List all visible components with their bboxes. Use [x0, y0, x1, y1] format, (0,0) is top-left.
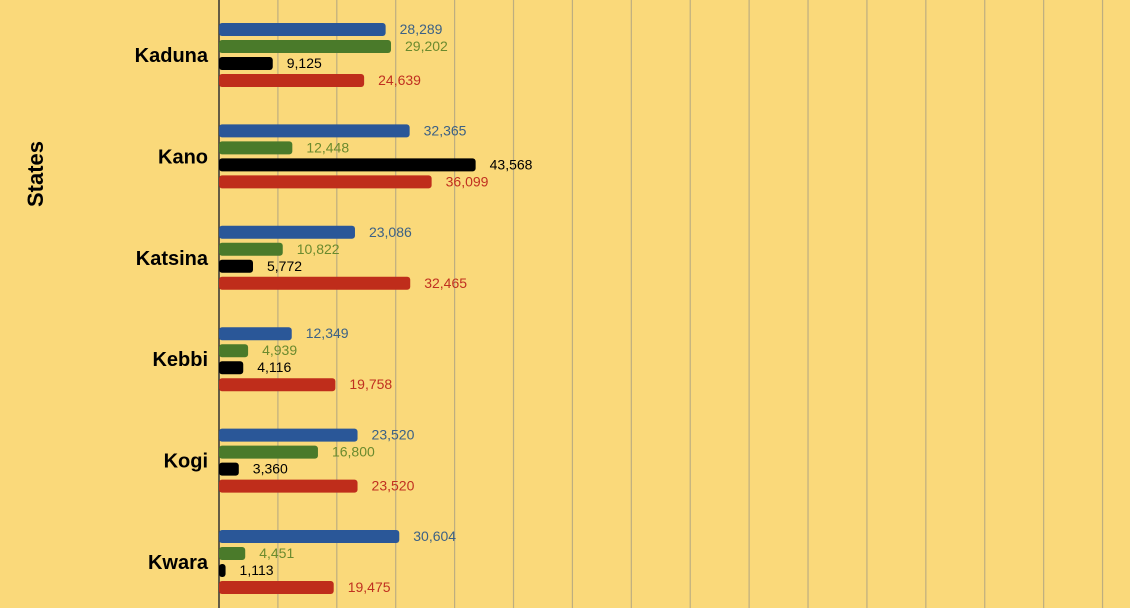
value-label-kaduna-s3: 9,125	[287, 55, 322, 71]
bar-katsina-s3	[219, 259, 253, 273]
bar-kaduna-s3	[219, 57, 273, 70]
bar-kogi-s4	[219, 479, 358, 493]
bar-kebbi-s2	[219, 344, 249, 358]
category-label-kano: Kano	[158, 146, 208, 168]
bar-kaduna-s1	[219, 23, 386, 36]
bar-kebbi-s1	[219, 327, 292, 341]
bar-kano-s4	[219, 175, 432, 189]
value-label-kogi-s3: 3,360	[253, 461, 288, 477]
value-label-kano-s1: 32,365	[424, 122, 467, 138]
value-label-kano-s3: 43,568	[490, 156, 533, 172]
category-labels: Kaduna Kano Katsina Kebbi Kogi Kwara	[135, 45, 209, 574]
value-label-kebbi-s1: 12,349	[306, 325, 349, 341]
category-label-kwara: Kwara	[148, 552, 209, 574]
value-label-kwara-s4: 19,475	[348, 579, 391, 595]
value-label-kwara-s1: 30,604	[413, 528, 456, 544]
value-label-kaduna-s4: 24,639	[378, 72, 421, 88]
bars	[219, 23, 476, 594]
category-label-kebbi: Kebbi	[152, 349, 208, 371]
value-label-kogi-s4: 23,520	[372, 478, 415, 494]
value-label-kaduna-s2: 29,202	[405, 38, 448, 54]
bar-kwara-s2	[219, 547, 246, 560]
bar-kebbi-s3	[219, 361, 244, 375]
value-label-kaduna-s1: 28,289	[400, 21, 443, 37]
value-label-kogi-s2: 16,800	[332, 444, 375, 460]
value-label-kwara-s3: 1,113	[240, 562, 274, 578]
value-label-kogi-s1: 23,520	[372, 427, 415, 443]
value-label-katsina-s4: 32,465	[424, 275, 467, 291]
value-label-kebbi-s4: 19,758	[349, 376, 392, 392]
bar-katsina-s1	[219, 225, 355, 239]
bar-kano-s1	[219, 124, 410, 138]
value-label-kano-s4: 36,099	[446, 173, 489, 189]
bar-kebbi-s4	[219, 378, 336, 392]
value-label-kebbi-s3: 4,116	[257, 359, 291, 375]
bar-kaduna-s4	[219, 74, 365, 87]
bar-kogi-s3	[219, 462, 239, 476]
bar-katsina-s4	[219, 276, 411, 290]
y-axis-title: States	[23, 141, 48, 207]
bar-kwara-s3	[219, 564, 226, 577]
bar-katsina-s2	[219, 242, 283, 256]
bar-kwara-s4	[219, 581, 334, 594]
value-label-kebbi-s2: 4,939	[262, 342, 297, 358]
value-label-kano-s2: 12,448	[306, 139, 349, 155]
value-label-katsina-s3: 5,772	[267, 258, 302, 274]
category-label-katsina: Katsina	[136, 248, 209, 270]
value-label-katsina-s1: 23,086	[369, 224, 412, 240]
bar-kano-s2	[219, 141, 293, 155]
gridlines	[277, 0, 1104, 608]
bar-kwara-s1	[219, 530, 400, 543]
bar-kogi-s2	[219, 445, 318, 459]
category-label-kogi: Kogi	[164, 451, 208, 473]
bar-kaduna-s2	[219, 40, 392, 53]
bar-kano-s3	[219, 158, 476, 172]
value-label-katsina-s2: 10,822	[297, 241, 340, 257]
value-label-kwara-s2: 4,451	[259, 545, 294, 561]
category-label-kaduna: Kaduna	[135, 45, 209, 67]
bar-kogi-s1	[219, 428, 358, 442]
